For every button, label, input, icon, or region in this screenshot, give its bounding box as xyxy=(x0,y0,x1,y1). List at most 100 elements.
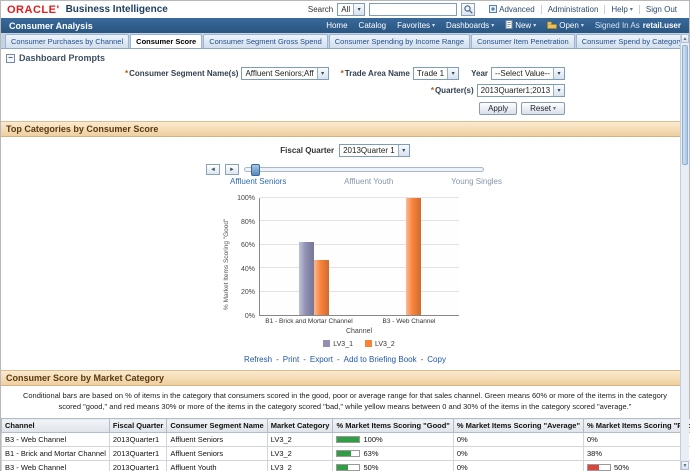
apply-button[interactable]: Apply xyxy=(479,102,518,115)
cell-score-poor: 38% xyxy=(583,446,690,461)
chevron-down-icon: ▾ xyxy=(447,68,459,79)
prompt-select-quarter-s[interactable]: 2013Quarter1;2013 ▾ xyxy=(476,84,566,97)
action-link-copy[interactable]: Copy xyxy=(427,355,446,364)
chevron-down-icon: ▾ xyxy=(553,85,565,96)
column-header-market-items-scoring-average[interactable]: % Market Items Scoring "Average" xyxy=(452,418,585,433)
dashboard-prompts-title: Dashboard Prompts xyxy=(19,53,106,63)
dashboard-prompts-header: − Dashboard Prompts xyxy=(1,49,689,65)
action-link-refresh[interactable]: Refresh xyxy=(244,355,273,364)
chart-bar-lv3-1[interactable] xyxy=(298,242,314,315)
search-button[interactable] xyxy=(461,3,476,16)
section-header-top-categories: Top Categories by Consumer Score xyxy=(1,121,689,137)
chart-bar-lv3-2[interactable] xyxy=(313,260,329,315)
x-category-label: B1 - Brick and Mortar Channel xyxy=(265,318,353,325)
conditional-bar-fill xyxy=(588,465,600,470)
prompt-value: --Select Value-- xyxy=(495,69,551,78)
cell-category: LV3_2 xyxy=(266,432,334,447)
slider-label-affluent-youth[interactable]: Affluent Youth xyxy=(344,177,394,186)
chevron-down-icon: ▾ xyxy=(316,68,328,79)
column-header-market-items-scoring-good[interactable]: % Market Items Scoring "Good" xyxy=(332,418,454,433)
search-scope-value: All xyxy=(341,5,351,14)
search-input[interactable] xyxy=(369,3,458,16)
cell-fiscal-quarter: 2013Quarter1 xyxy=(108,446,168,461)
nav-dashboards[interactable]: Dashboards ▾ xyxy=(446,21,495,30)
action-link-add-to-briefing-book[interactable]: Add to Briefing Book xyxy=(343,355,417,364)
slider-label-young-singles[interactable]: Young Singles xyxy=(451,177,502,186)
header-link-help[interactable]: Help ▾ xyxy=(604,5,638,14)
search-scope-select[interactable]: All ▾ xyxy=(337,3,366,16)
column-header-market-items-scoring-poor[interactable]: % Market Items Scoring "Poor" xyxy=(583,418,690,433)
legend-swatch xyxy=(323,340,331,347)
slider-prev-button[interactable]: ◄ xyxy=(206,164,220,175)
column-header-fiscal-quarter[interactable]: Fiscal Quarter xyxy=(108,418,168,433)
tab-consumer-item-penetration[interactable]: Consumer Item Penetration xyxy=(471,34,575,48)
header-link-administration[interactable]: Administration xyxy=(540,5,605,14)
vertical-scrollbar[interactable]: ▲ ▼ xyxy=(680,34,689,470)
column-header-channel[interactable]: Channel xyxy=(1,418,110,433)
link-separator: - xyxy=(303,355,306,364)
collapse-icon[interactable]: − xyxy=(6,53,15,63)
cell-score-average: 0% xyxy=(452,432,585,447)
column-header-consumer-segment-name[interactable]: Consumer Segment Name xyxy=(166,418,268,433)
score-value: 63% xyxy=(363,449,379,458)
nav-catalog[interactable]: Catalog xyxy=(358,21,387,30)
nav-open[interactable]: Open ▾ xyxy=(547,21,584,31)
gridline xyxy=(260,220,459,222)
chart-x-axis: B1 - Brick and Mortar Channel B3 - Web Ch… xyxy=(259,318,459,325)
scrollbar-thumb[interactable] xyxy=(682,45,688,165)
cell-category: LV3_2 xyxy=(266,446,334,461)
signed-in-user: retail.user xyxy=(642,21,681,30)
search-icon xyxy=(463,5,473,14)
chart-x-axis-title: Channel xyxy=(345,328,373,335)
chart-bar-lv3-2[interactable] xyxy=(405,198,421,315)
tab-consumer-segment-gross-spend[interactable]: Consumer Segment Gross Spend xyxy=(203,34,328,48)
prompt-select-year[interactable]: --Select Value-- ▾ xyxy=(491,67,566,80)
new-document-icon xyxy=(505,20,513,31)
slider-play-button[interactable]: ► xyxy=(225,164,239,175)
action-link-export[interactable]: Export xyxy=(309,355,333,364)
slider-track-wrap: Affluent Seniors Affluent Youth Young Sing… xyxy=(230,164,502,188)
scroll-down-icon[interactable]: ▼ xyxy=(681,461,689,470)
scroll-up-icon[interactable]: ▲ xyxy=(681,34,689,43)
tab-consumer-purchases-by-channel[interactable]: Consumer Purchases by Channel xyxy=(5,34,130,48)
chart-y-axis: 0% 20% 40% 60% 80% 100% xyxy=(229,195,259,320)
chevron-down-icon: ▾ xyxy=(432,23,436,29)
legend-label: LV3_1 xyxy=(333,341,353,348)
reset-button[interactable]: Reset ▾ xyxy=(521,102,566,115)
column-header-market-category[interactable]: Market Category xyxy=(266,418,334,433)
score-value: 50% xyxy=(363,463,379,471)
oracle-logo: ORACLE' xyxy=(7,3,60,16)
prompt-select-trade-area-name[interactable]: Trade 1 ▾ xyxy=(412,67,460,80)
score-value: 0% xyxy=(456,449,468,458)
dashboard-prompts: *Consumer Segment Name(s) Affluent Senior… xyxy=(125,67,566,115)
nav-favorites[interactable]: Favorites ▾ xyxy=(397,21,436,30)
table-body: B3 - Web Channel 2013Quarter1 Affluent Sen… xyxy=(1,432,690,471)
action-link-print[interactable]: Print xyxy=(282,355,300,364)
chart-legend: LV3_1 LV3_2 xyxy=(259,340,459,348)
tab-consumer-spending-by-income-range[interactable]: Consumer Spending by Income Range xyxy=(328,34,470,48)
header-link-sign-out[interactable]: Sign Out xyxy=(638,5,683,14)
fiscal-quarter-select[interactable]: 2013Quarter 1 ▾ xyxy=(339,144,410,157)
cell-fiscal-quarter: 2013Quarter1 xyxy=(108,460,168,471)
x-category-label: B3 - Web Channel xyxy=(382,318,436,325)
slider-track[interactable] xyxy=(244,167,484,172)
header-link-advanced[interactable]: Advanced xyxy=(483,4,541,15)
tab-consumer-score[interactable]: Consumer Score xyxy=(130,34,203,48)
open-folder-icon xyxy=(547,21,558,31)
gridline xyxy=(260,197,459,198)
signed-in-as: Signed In As retail.user xyxy=(594,21,681,30)
table-row: B3 - Web Channel 2013Quarter1 Affluent You… xyxy=(1,460,690,471)
prompt-label-year: Year xyxy=(471,69,489,78)
slider-thumb[interactable] xyxy=(251,164,260,176)
prompt-select-consumer-segment-name-s[interactable]: Affluent Seniors;Aff ▾ xyxy=(241,67,329,80)
prompt-value: 2013Quarter1;2013 xyxy=(480,86,551,95)
prompt-value: Trade 1 xyxy=(416,69,445,78)
tab-consumer-spend-by-category[interactable]: Consumer Spend by Category xyxy=(575,34,689,48)
slider-label-affluent-seniors[interactable]: Affluent Seniors xyxy=(230,177,287,186)
chevron-down-icon: ▾ xyxy=(353,4,365,15)
dashboard-tabs: Consumer Purchases by Channel Consumer Sc… xyxy=(5,34,690,48)
table-row: B3 - Web Channel 2013Quarter1 Affluent Sen… xyxy=(1,432,690,447)
nav-new[interactable]: New ▾ xyxy=(505,20,536,31)
nav-home[interactable]: Home xyxy=(326,21,348,30)
conditional-format-description: Conditional bars are based on % of items… xyxy=(22,391,668,411)
